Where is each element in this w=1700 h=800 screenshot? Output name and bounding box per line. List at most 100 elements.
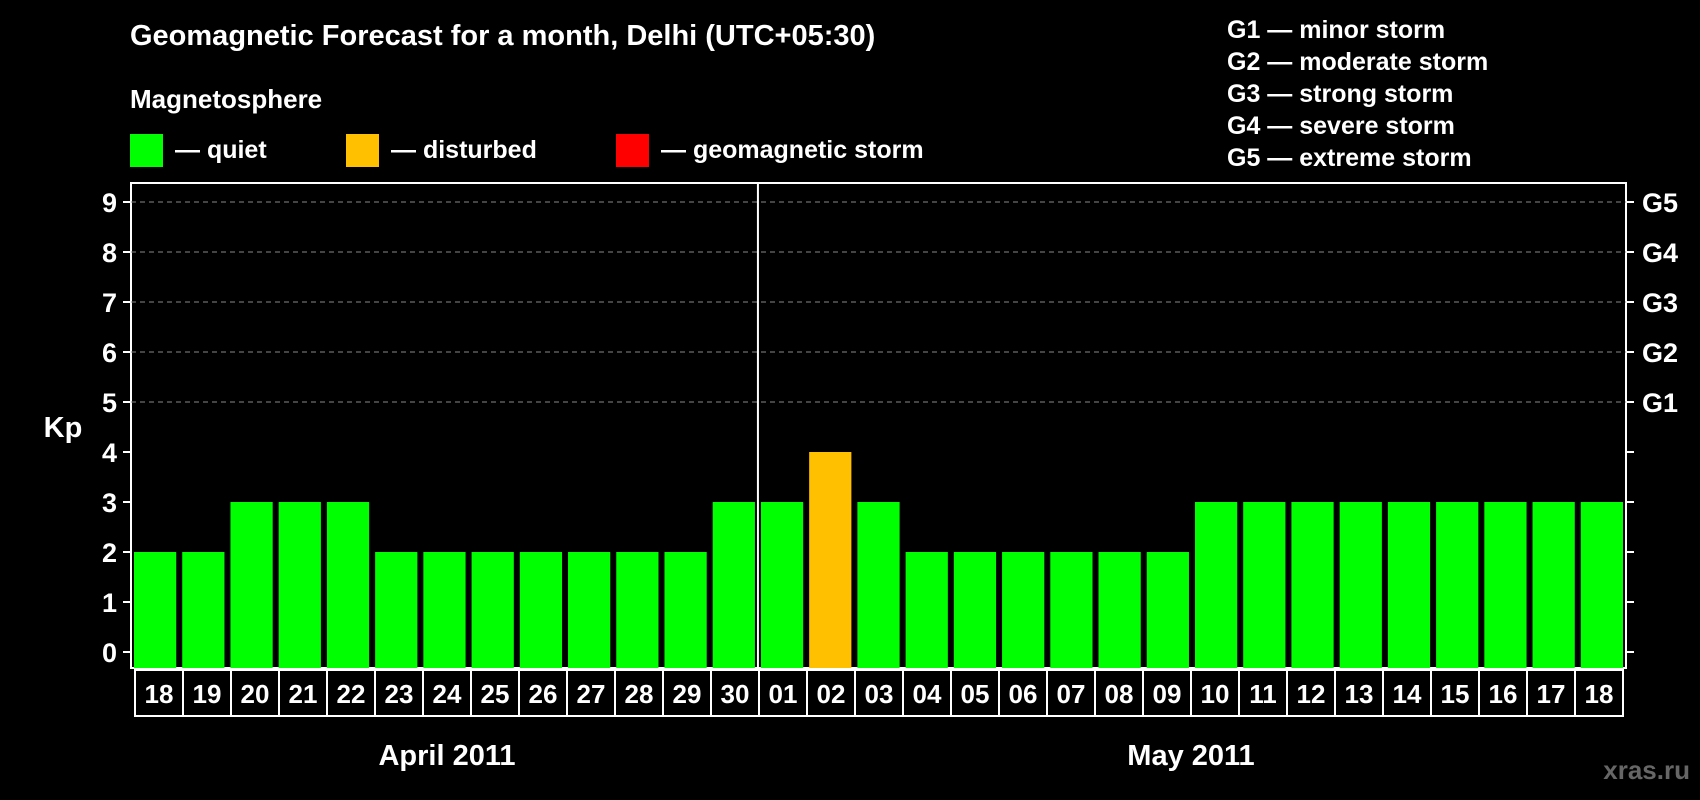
legend-subtitle: Magnetosphere	[130, 84, 323, 114]
kp-bar	[1387, 502, 1431, 668]
kp-bar	[182, 552, 225, 668]
x-tick-label: 03	[865, 679, 894, 709]
x-tick-label: 09	[1153, 679, 1182, 709]
x-tick-label: 16	[1489, 679, 1518, 709]
x-tick-label: 14	[1393, 679, 1422, 709]
y-tick-label: 2	[102, 538, 117, 568]
x-tick-label: 07	[1057, 679, 1086, 709]
kp-bar	[375, 552, 418, 668]
storm-level-g4: G4 — severe storm	[1227, 112, 1455, 140]
x-tick-label: 27	[577, 679, 606, 709]
x-tick-label: 20	[241, 679, 270, 709]
kp-bar	[1436, 502, 1479, 668]
kp-bar	[1532, 502, 1575, 668]
x-tick-label: 08	[1105, 679, 1134, 709]
month-label: May 2011	[1127, 740, 1254, 772]
y-tick-label: 4	[102, 438, 117, 468]
right-axis-label: G1	[1642, 388, 1678, 418]
y-tick-label: 8	[102, 238, 117, 268]
kp-bar	[134, 552, 177, 668]
kp-bar	[905, 552, 948, 668]
kp-bar	[1050, 552, 1093, 668]
x-tick-label: 29	[673, 679, 702, 709]
storm-level-g2: G2 — moderate storm	[1227, 48, 1489, 76]
right-axis-label: G3	[1642, 288, 1678, 318]
x-tick-label: 02	[817, 679, 846, 709]
kp-bar	[760, 502, 804, 668]
kp-bar	[471, 552, 514, 668]
x-tick-label: 18	[1585, 679, 1614, 709]
right-axis-label: G5	[1642, 188, 1678, 218]
x-tick-label: 12	[1297, 679, 1326, 709]
x-tick-label: 26	[529, 679, 558, 709]
kp-bar	[857, 502, 900, 668]
x-tick-label: 17	[1537, 679, 1566, 709]
kp-bar	[278, 502, 321, 668]
kp-bar	[809, 452, 852, 668]
kp-bar	[616, 552, 659, 668]
kp-bar	[1194, 502, 1238, 668]
x-tick-label: 13	[1345, 679, 1374, 709]
date-row	[134, 669, 1624, 717]
kp-bar	[1339, 502, 1382, 668]
month-label: April 2011	[378, 740, 515, 772]
legend-swatch-quiet	[130, 134, 163, 167]
y-tick-label: 1	[102, 588, 117, 618]
legend-item-quiet: — quiet	[130, 134, 267, 167]
watermark: xras.ru	[1603, 755, 1690, 785]
kp-bar	[519, 552, 563, 668]
x-tick-label: 22	[337, 679, 366, 709]
legend-label-storm: — geomagnetic storm	[661, 136, 924, 164]
kp-bar	[664, 552, 707, 668]
right-axis-label: G2	[1642, 338, 1678, 368]
kp-bar	[230, 502, 273, 668]
x-tick-label: 30	[721, 679, 750, 709]
legend-item-disturbed: — disturbed	[346, 134, 537, 167]
storm-level-g1: G1 — minor storm	[1227, 16, 1446, 44]
legend-label-disturbed: — disturbed	[391, 136, 537, 164]
kp-bar	[1484, 502, 1527, 668]
y-tick-label: 9	[102, 188, 117, 218]
y-tick-label: 7	[102, 288, 117, 318]
x-tick-label: 15	[1441, 679, 1470, 709]
kp-bar	[568, 552, 611, 668]
storm-level-g3: G3 — strong storm	[1227, 80, 1454, 108]
storm-level-g5: G5 — extreme storm	[1227, 144, 1472, 172]
y-tick-label: 3	[102, 488, 117, 518]
kp-bar	[712, 502, 755, 668]
x-tick-label: 10	[1201, 679, 1230, 709]
kp-bar	[1243, 502, 1286, 668]
x-tick-label: 19	[193, 679, 222, 709]
kp-bar	[1002, 552, 1045, 668]
y-axis-label: Kp	[44, 412, 83, 444]
right-axis-label: G4	[1642, 238, 1678, 268]
kp-bar	[953, 552, 997, 668]
kp-bar	[326, 502, 370, 668]
legend-item-storm: — geomagnetic storm	[616, 134, 924, 167]
storm-level-list: G1 — minor storm G2 — moderate storm G3 …	[1227, 14, 1488, 174]
x-tick-label: 01	[769, 679, 798, 709]
page-title: Geomagnetic Forecast for a month, Delhi …	[130, 20, 876, 52]
legend-swatch-disturbed	[346, 134, 379, 167]
y-tick-label: 5	[102, 388, 117, 418]
legend-label-quiet: — quiet	[175, 136, 267, 164]
kp-bar	[1146, 552, 1189, 668]
legend-swatch-storm	[616, 134, 649, 167]
kp-bar	[1580, 502, 1623, 668]
x-tick-label: 04	[913, 679, 942, 709]
x-tick-label: 05	[961, 679, 990, 709]
y-tick-label: 0	[102, 638, 117, 668]
y-tick-label: 6	[102, 338, 117, 368]
x-tick-label: 28	[625, 679, 654, 709]
x-tick-label: 06	[1009, 679, 1038, 709]
x-tick-label: 24	[433, 679, 462, 709]
x-tick-label: 11	[1249, 679, 1277, 709]
kp-bar	[423, 552, 466, 668]
x-tick-label: 21	[289, 679, 318, 709]
kp-bar	[1291, 502, 1334, 668]
x-tick-label: 18	[145, 679, 174, 709]
kp-bar	[1098, 552, 1141, 668]
x-tick-label: 25	[481, 679, 510, 709]
x-tick-label: 23	[385, 679, 414, 709]
